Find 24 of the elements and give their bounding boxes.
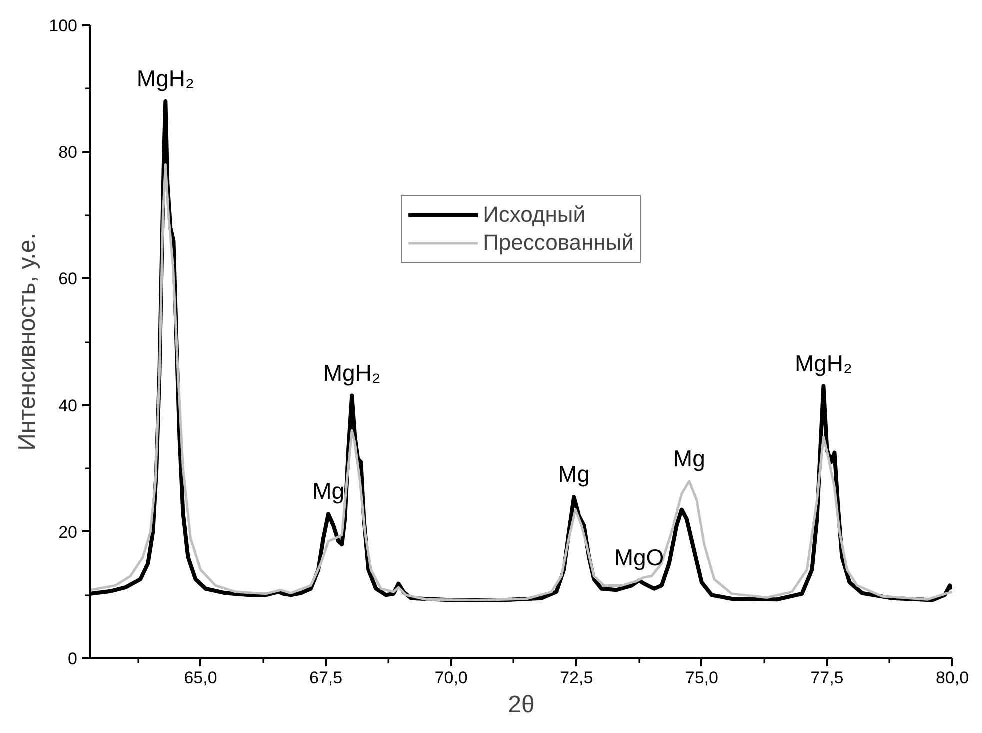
x-axis-title: 2θ	[508, 692, 535, 718]
x-tick-label: 75,0	[685, 668, 718, 688]
x-tick-label: 67,5	[310, 668, 343, 688]
x-tick-label: 70,0	[434, 668, 468, 688]
annotation: MgO	[614, 544, 664, 571]
legend-label: Исходный	[483, 202, 586, 228]
y-tick-label: 100	[49, 16, 78, 36]
annotation: Mg	[558, 461, 590, 488]
y-tick-label: 60	[58, 270, 78, 289]
x-tick-label: 80,0	[936, 668, 970, 688]
x-tick-label: 65,0	[184, 668, 218, 688]
annotation: Mg	[673, 445, 706, 472]
y-tick-label: 80	[58, 143, 78, 162]
annotation: MgH₂	[323, 360, 381, 386]
y-tick-label: 40	[58, 396, 78, 416]
y-tick-label: 20	[58, 522, 78, 542]
annotation: MgH₂	[794, 350, 852, 376]
x-tick-label: 77,5	[810, 668, 844, 688]
y-axis-title: Интенсивность, у.е.	[14, 233, 42, 451]
x-tick-label: 72,5	[560, 668, 594, 688]
annotation: Mg	[312, 478, 345, 504]
y-tick-label: 0	[68, 650, 78, 668]
legend-label: Прессованный	[483, 230, 634, 256]
annotation: MgH₂	[136, 65, 194, 92]
